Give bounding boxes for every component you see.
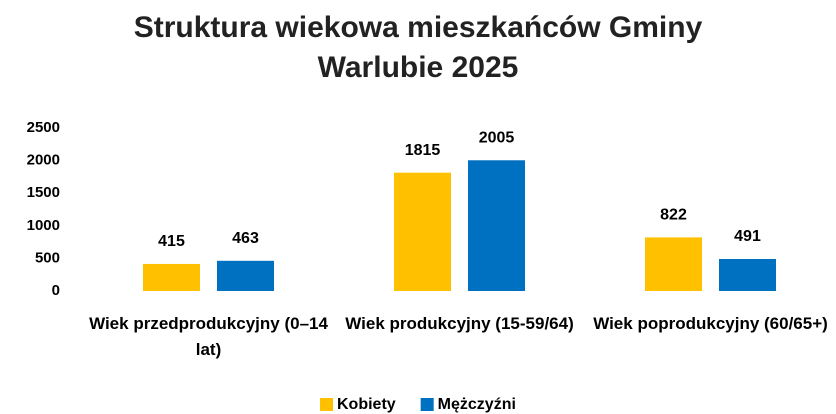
data-label: 2005 (479, 129, 515, 146)
data-label: 491 (734, 228, 761, 245)
bar (143, 263, 200, 291)
legend-label: Mężczyźni (438, 396, 516, 413)
x-tick-label: Wiek przedprodukcyjny (0–14 lat) (89, 314, 328, 359)
data-label: 1815 (405, 142, 441, 159)
y-tick-label: 1500 (27, 184, 60, 201)
legend-swatch (420, 398, 434, 411)
bar (394, 172, 451, 291)
y-tick-label: 500 (35, 249, 60, 266)
legend-label: Kobiety (337, 396, 396, 413)
chart-title: Struktura wiekowa mieszkańców Gminy Warl… (133, 11, 703, 84)
bar (719, 258, 776, 291)
x-tick-label: Wiek produkcyjny (15-59/64) (345, 314, 574, 333)
y-tick-label: 2000 (27, 152, 60, 169)
y-tick-label: 1000 (27, 217, 60, 234)
data-label: 463 (232, 230, 259, 247)
y-tick-label: 2500 (27, 119, 60, 136)
bar (217, 260, 274, 291)
bar (468, 160, 525, 291)
data-label: 822 (660, 207, 687, 224)
bar (645, 237, 702, 291)
y-tick-label: 0 (52, 282, 60, 299)
x-tick-label: Wiek poprodukcyjny (60/65+) (593, 314, 828, 333)
data-label: 415 (158, 233, 185, 250)
legend-swatch (320, 398, 333, 411)
